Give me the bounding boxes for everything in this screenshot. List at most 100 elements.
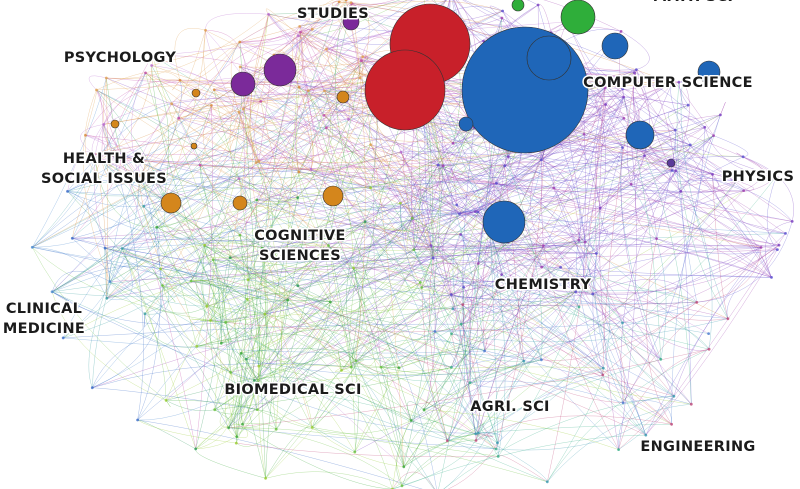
edge — [142, 176, 476, 212]
small-node — [194, 447, 198, 451]
edge — [323, 56, 368, 116]
small-node — [244, 357, 248, 361]
edge — [469, 156, 509, 383]
edge — [438, 164, 673, 181]
edge — [32, 154, 95, 248]
small-node — [354, 359, 358, 363]
edge — [413, 248, 464, 305]
edge — [238, 111, 298, 198]
edge — [622, 322, 709, 334]
edge — [447, 267, 561, 441]
edge — [434, 164, 460, 214]
edge — [380, 366, 471, 395]
edge — [675, 144, 691, 172]
edge — [264, 257, 434, 315]
edge — [215, 362, 231, 373]
edge — [602, 374, 646, 436]
edge — [434, 331, 524, 362]
edge — [210, 279, 249, 321]
edge — [238, 112, 329, 246]
edge — [712, 174, 729, 319]
edge — [137, 175, 144, 208]
edge — [51, 291, 167, 401]
edge — [122, 227, 160, 250]
edge — [273, 54, 673, 171]
edge — [94, 148, 545, 169]
edge — [268, 14, 460, 214]
edge — [370, 187, 499, 457]
edge — [672, 170, 713, 350]
small-node — [353, 450, 357, 454]
edge — [67, 178, 240, 197]
edge — [106, 248, 133, 300]
edge — [299, 26, 349, 120]
edge — [67, 191, 238, 437]
edge — [158, 80, 181, 104]
edge — [462, 127, 476, 434]
edge — [656, 238, 778, 255]
edge — [240, 353, 281, 393]
edge — [353, 267, 453, 310]
edge — [631, 184, 772, 278]
edge — [163, 30, 206, 201]
edge — [460, 234, 584, 279]
edge — [675, 170, 777, 193]
edge — [204, 245, 231, 264]
small-node — [278, 385, 282, 389]
edge — [459, 183, 497, 214]
small-node — [420, 286, 424, 289]
edge — [143, 206, 728, 319]
edge — [117, 152, 461, 235]
edge — [96, 71, 181, 91]
edge — [191, 245, 329, 287]
edge — [92, 320, 211, 388]
small-node — [577, 305, 581, 309]
edge — [67, 103, 172, 192]
small-node — [591, 292, 595, 296]
edge — [451, 135, 714, 368]
edge — [256, 199, 354, 269]
edge — [106, 59, 516, 299]
edge — [240, 66, 371, 188]
edge — [541, 97, 624, 161]
edge — [475, 245, 544, 441]
edge — [673, 233, 786, 397]
edge — [165, 301, 331, 401]
edge — [672, 170, 737, 193]
edge — [72, 127, 327, 239]
edge — [672, 170, 778, 250]
edge — [228, 313, 267, 428]
edge — [501, 180, 737, 275]
node — [625, 120, 655, 150]
edge — [117, 152, 544, 247]
edge — [144, 268, 169, 315]
edge — [143, 206, 260, 367]
edge — [451, 294, 476, 317]
edge — [52, 233, 786, 293]
edge — [620, 147, 662, 360]
edge — [247, 144, 371, 281]
edge — [101, 159, 352, 368]
edge — [72, 238, 452, 368]
edge — [504, 127, 705, 168]
edge — [326, 56, 364, 129]
small-node — [309, 167, 313, 171]
small-node — [164, 399, 168, 402]
edge — [348, 118, 460, 214]
edge — [104, 247, 265, 315]
edge — [354, 247, 762, 453]
edge — [553, 97, 624, 189]
small-node — [476, 210, 480, 214]
edge — [298, 86, 371, 188]
small-node — [741, 155, 745, 159]
edge — [200, 164, 793, 222]
edge — [508, 127, 705, 243]
small-node — [204, 28, 207, 32]
edge — [80, 124, 104, 155]
edge — [504, 165, 662, 360]
small-node — [142, 204, 146, 208]
edge — [122, 248, 207, 307]
edge — [308, 90, 354, 269]
edge — [495, 148, 545, 450]
small-node — [235, 435, 239, 439]
